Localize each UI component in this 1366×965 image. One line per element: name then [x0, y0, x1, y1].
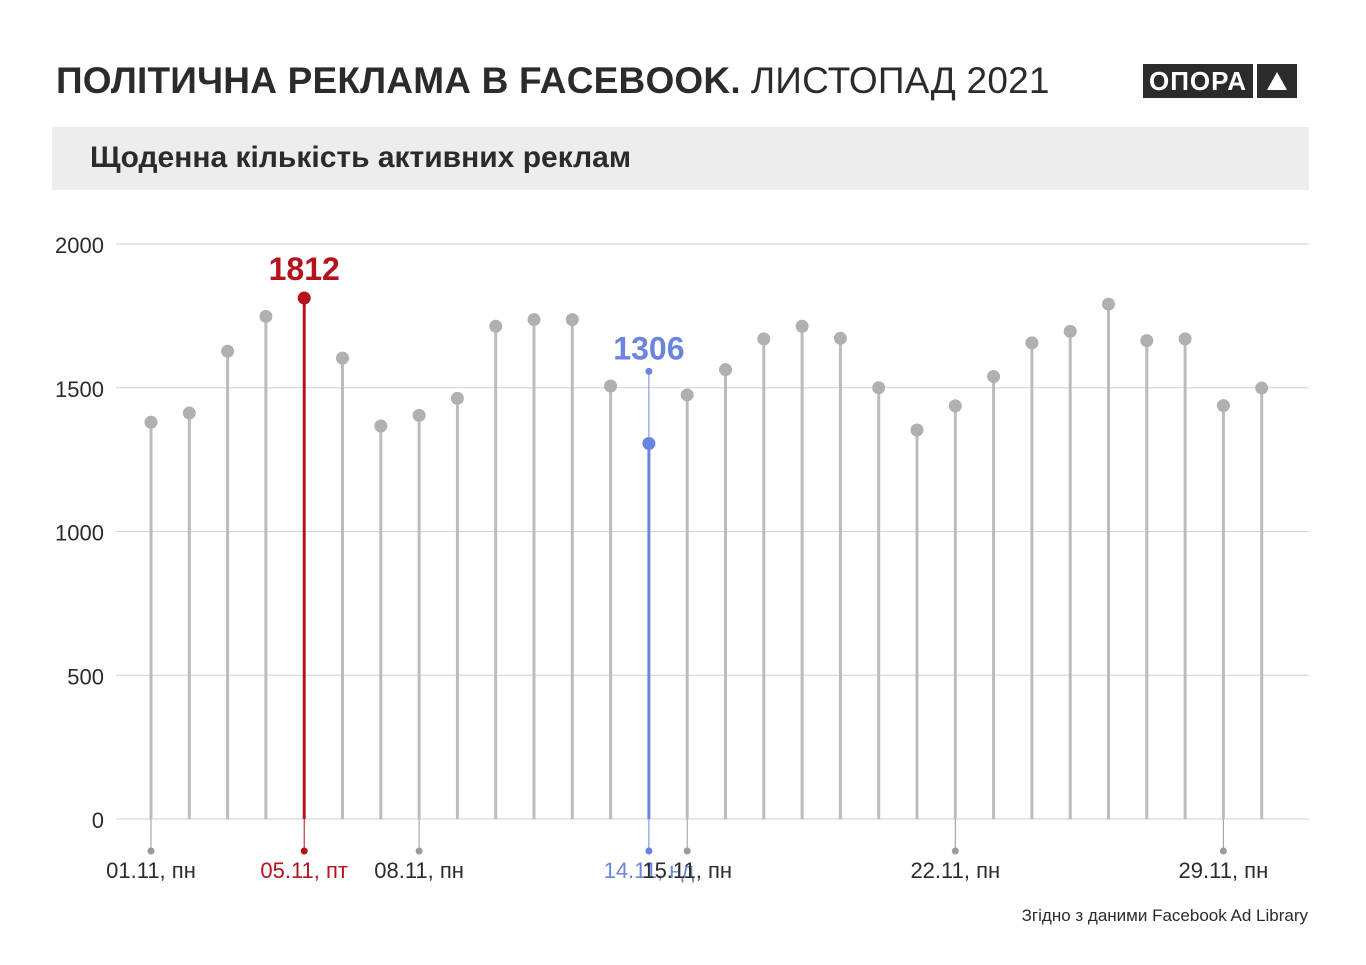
- data-point-day-6: [336, 351, 349, 365]
- data-point-day-20: [872, 381, 886, 395]
- data-point-day-28: [1178, 332, 1192, 346]
- data-point-day-11: [527, 313, 541, 327]
- data-point-day-16: [719, 363, 732, 377]
- data-point-day-5: [297, 291, 311, 305]
- title-bold: ПОЛІТИЧНА РЕКЛАМА В FACEBOOK.: [56, 60, 741, 101]
- logo-text: ОПОРА: [1143, 64, 1253, 98]
- x-tick-label-22: 22.11, пн: [910, 858, 1000, 883]
- data-point-day-8: [412, 408, 426, 422]
- x-tick-dot-15: [683, 847, 691, 855]
- x-tick-dot-1: [147, 847, 155, 855]
- x-tick-label-5: 05.11, пт: [260, 858, 348, 883]
- data-point-day-4: [259, 309, 273, 323]
- x-tick-label-8: 08.11, пн: [374, 858, 464, 883]
- opora-logo: ОПОРА: [1143, 64, 1297, 98]
- logo-separator: [1252, 64, 1257, 98]
- data-point-day-19: [833, 331, 847, 345]
- x-tick-label-29: 29.11, пн: [1179, 858, 1269, 883]
- data-point-day-21: [910, 423, 924, 437]
- chart-title: ПОЛІТИЧНА РЕКЛАМА В FACEBOOK. ЛИСТОПАД 20…: [56, 58, 1050, 104]
- y-tick-label-2000: 2000: [55, 233, 104, 258]
- data-point-day-26: [1102, 297, 1115, 311]
- x-tick-label-15: 15.11, пн: [642, 858, 732, 883]
- source-note: Згідно з даними Facebook Ad Library: [1021, 906, 1308, 925]
- data-point-day-7: [374, 419, 388, 433]
- y-tick-label-1500: 1500: [55, 377, 104, 402]
- data-point-day-15: [680, 388, 694, 402]
- data-point-day-30: [1255, 381, 1269, 395]
- x-tick-dot-8: [415, 847, 423, 855]
- x-tick-dot-14: [645, 847, 653, 855]
- data-point-day-25: [1063, 324, 1077, 338]
- data-point-day-18: [795, 319, 809, 333]
- x-tick-label-1: 01.11, пн: [106, 858, 196, 883]
- lollipop-chart: 0 500 1000 1500 2000 01.11, пн 05.11, пт 08.11,…: [55, 233, 1309, 883]
- data-point-day-27: [1140, 334, 1154, 348]
- x-tick-label-14: 14.11, нд: [604, 858, 695, 883]
- y-tick-label-1000: 1000: [55, 521, 104, 546]
- x-tick-dot-22: [951, 847, 959, 855]
- data-point-day-13: [604, 379, 618, 393]
- title-month: ЛИСТОПАД 2021: [750, 60, 1050, 101]
- chart-subtitle: Щоденна кількість активних реклам: [90, 141, 632, 174]
- triangle-icon: [1256, 64, 1297, 98]
- data-point-day-22: [948, 399, 962, 413]
- subtitle-bar: Щоденна кількість активних реклам: [52, 127, 1309, 190]
- data-point-day-24: [1025, 336, 1039, 350]
- data-point-day-2: [182, 406, 196, 420]
- x-tick-dot-29: [1219, 847, 1227, 855]
- max-value-label: 1812: [269, 251, 340, 287]
- x-tick-dot-5: [300, 847, 308, 855]
- data-point-day-10: [489, 319, 503, 333]
- data-point-day-23: [987, 370, 1001, 384]
- y-tick-label-0: 0: [92, 808, 104, 833]
- data-point-day-17: [757, 332, 771, 346]
- min-leader-dot: [645, 367, 653, 375]
- y-tick-label-500: 500: [67, 664, 104, 689]
- data-point-day-12: [565, 313, 579, 327]
- data-point-day-3: [221, 344, 235, 358]
- data-point-day-9: [450, 391, 464, 405]
- data-point-day-1: [144, 415, 158, 429]
- data-point-day-29: [1216, 399, 1230, 413]
- min-value-label: 1306: [613, 330, 684, 366]
